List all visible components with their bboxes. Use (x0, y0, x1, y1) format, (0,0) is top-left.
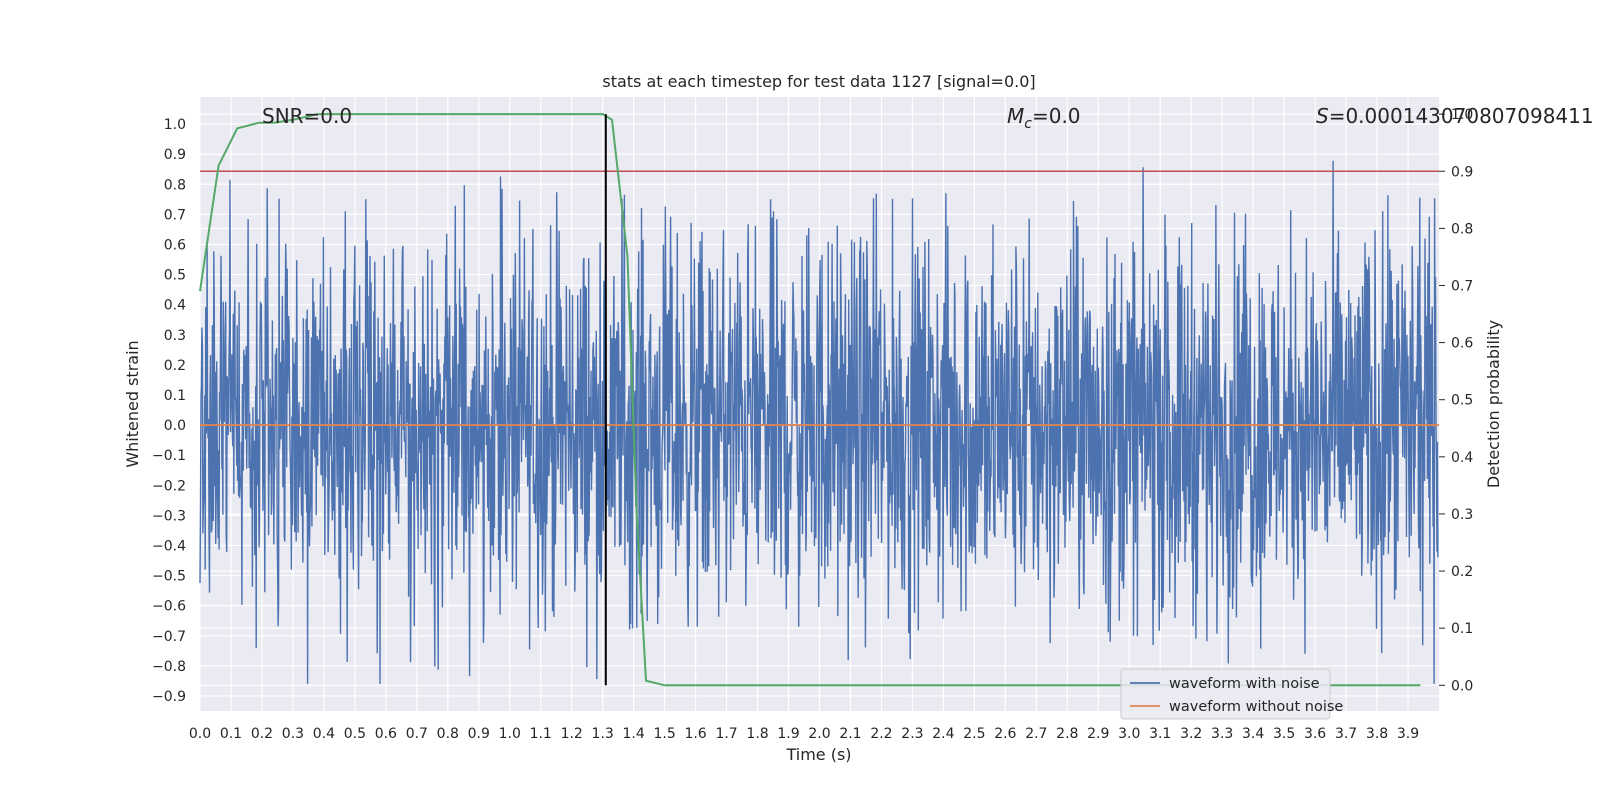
y-tick-label: 0.6 (164, 237, 186, 253)
mc-value: =0.0 (1032, 104, 1081, 128)
y-right-tick-label: 0.8 (1451, 221, 1473, 237)
x-tick-label: 1.4 (623, 726, 645, 742)
snr-annotation: SNR=0.0 (262, 104, 352, 128)
y-axis-label: Whitened strain (123, 340, 142, 467)
y-right-tick-label: 1.0 (1451, 107, 1473, 123)
x-tick-label: 2.0 (808, 726, 830, 742)
legend-label-noise: waveform with noise (1169, 676, 1320, 692)
x-axis-ticks: 0.0 0.1 0.2 0.3 0.4 0.5 0.6 0.7 0.8 0.9 1.0 1.1 1.2 1… (189, 726, 1419, 742)
x-tick-label: 2.7 (1025, 726, 1047, 742)
x-tick-label: 0.5 (344, 726, 366, 742)
y-right-tick-label: 0.6 (1451, 336, 1473, 352)
x-tick-label: 3.3 (1211, 726, 1233, 742)
s-value: =0.000143070807098411 (1329, 104, 1594, 128)
x-tick-label: 3.1 (1149, 726, 1171, 742)
x-tick-label: 1.1 (530, 726, 552, 742)
y-axis-ticks-right: 0.0 0.1 0.2 0.3 0.4 0.5 0.6 0.7 0.8 0.9 1.0 (1439, 107, 1473, 694)
y-tick-label: −0.5 (152, 569, 186, 585)
y-tick-label: 0.5 (164, 268, 186, 284)
noise-waveform-path (199, 160, 1439, 684)
legend-box (1120, 668, 1331, 720)
y-right-tick-label: 0.3 (1451, 507, 1473, 523)
y-tick-label: −0.7 (152, 629, 186, 645)
y-tick-label: 0.7 (164, 207, 186, 223)
x-tick-label: 2.1 (839, 726, 861, 742)
series-detection-probability (199, 113, 1421, 687)
s-symbol: S (1316, 104, 1329, 128)
x-tick-label: 3.2 (1180, 726, 1202, 742)
y-right-tick-label: 0.2 (1451, 564, 1473, 580)
x-tick-label: 0.1 (220, 726, 242, 742)
y-tick-label: −0.3 (152, 508, 186, 524)
y-tick-label: 0.0 (164, 418, 186, 434)
y-right-tick-label: 0.4 (1451, 450, 1473, 466)
x-tick-label: 0.0 (189, 726, 211, 742)
x-tick-label: 2.9 (1087, 726, 1109, 742)
y-tick-label: 1.0 (164, 117, 186, 133)
y-tick-label: 0.1 (164, 388, 186, 404)
y-right-tick-label: 0.1 (1451, 621, 1473, 637)
x-tick-label: 2.8 (1056, 726, 1078, 742)
x-tick-label: 3.9 (1397, 726, 1419, 742)
x-axis-label: Time (s) (785, 745, 851, 764)
x-tick-label: 1.5 (653, 726, 675, 742)
legend: waveform with noise waveform without noi… (1120, 668, 1343, 720)
x-tick-label: 2.2 (870, 726, 892, 742)
x-tick-label: 1.6 (684, 726, 706, 742)
x-tick-label: 2.4 (932, 726, 954, 742)
x-tick-label: 3.8 (1366, 726, 1388, 742)
x-tick-label: 0.6 (375, 726, 397, 742)
y-right-tick-label: 0.9 (1451, 164, 1473, 180)
x-tick-label: 3.0 (1118, 726, 1140, 742)
y-tick-label: 0.3 (164, 328, 186, 344)
x-tick-label: 1.7 (715, 726, 737, 742)
x-tick-label: 1.0 (499, 726, 521, 742)
legend-label-clean: waveform without noise (1169, 699, 1343, 715)
x-tick-label: 3.5 (1273, 726, 1295, 742)
y-tick-label: −0.8 (152, 659, 186, 675)
y-tick-label: 0.4 (164, 298, 186, 314)
mc-subscript: c (1024, 116, 1032, 132)
y-tick-label: 0.8 (164, 177, 186, 193)
x-tick-label: 0.9 (468, 726, 490, 742)
chirp-mass-annotation: Mc=0.0 (1007, 104, 1081, 132)
x-tick-label: 3.7 (1335, 726, 1357, 742)
chart-title: stats at each timestep for test data 112… (602, 72, 1035, 91)
x-tick-label: 1.3 (592, 726, 614, 742)
y-right-tick-label: 0.7 (1451, 278, 1473, 294)
y-tick-label: 0.9 (164, 147, 186, 163)
y-axis-ticks-left: −0.9 −0.8 −0.7 −0.6 −0.5 −0.4 −0.3 −0.2 −0.1 0.0 0… (152, 117, 186, 705)
y-tick-label: −0.9 (152, 689, 186, 705)
x-tick-label: 0.4 (313, 726, 335, 742)
statistic-annotation: S=0.000143070807098411 (1316, 104, 1594, 128)
y-tick-label: −0.6 (152, 599, 186, 615)
y-tick-label: −0.1 (152, 448, 186, 464)
x-tick-label: 1.2 (561, 726, 583, 742)
y-tick-label: −0.4 (152, 538, 186, 554)
y-axis-label-right: Detection probability (1484, 320, 1503, 488)
x-tick-label: 3.4 (1242, 726, 1264, 742)
x-tick-label: 0.7 (406, 726, 428, 742)
y-right-tick-label: 0.5 (1451, 393, 1473, 409)
x-tick-label: 2.6 (994, 726, 1016, 742)
y-right-tick-label: 0.0 (1451, 678, 1473, 694)
x-tick-label: 0.8 (437, 726, 459, 742)
series-waveform-with-noise (199, 160, 1439, 684)
y-tick-label: −0.2 (152, 478, 186, 494)
x-tick-label: 2.5 (963, 726, 985, 742)
mc-symbol: M (1007, 104, 1024, 128)
x-tick-label: 0.2 (251, 726, 273, 742)
x-tick-label: 3.6 (1304, 726, 1326, 742)
x-tick-label: 1.9 (777, 726, 799, 742)
y-tick-label: 0.2 (164, 358, 186, 374)
x-tick-label: 1.8 (746, 726, 768, 742)
x-tick-label: 0.3 (282, 726, 304, 742)
x-tick-label: 2.3 (901, 726, 923, 742)
